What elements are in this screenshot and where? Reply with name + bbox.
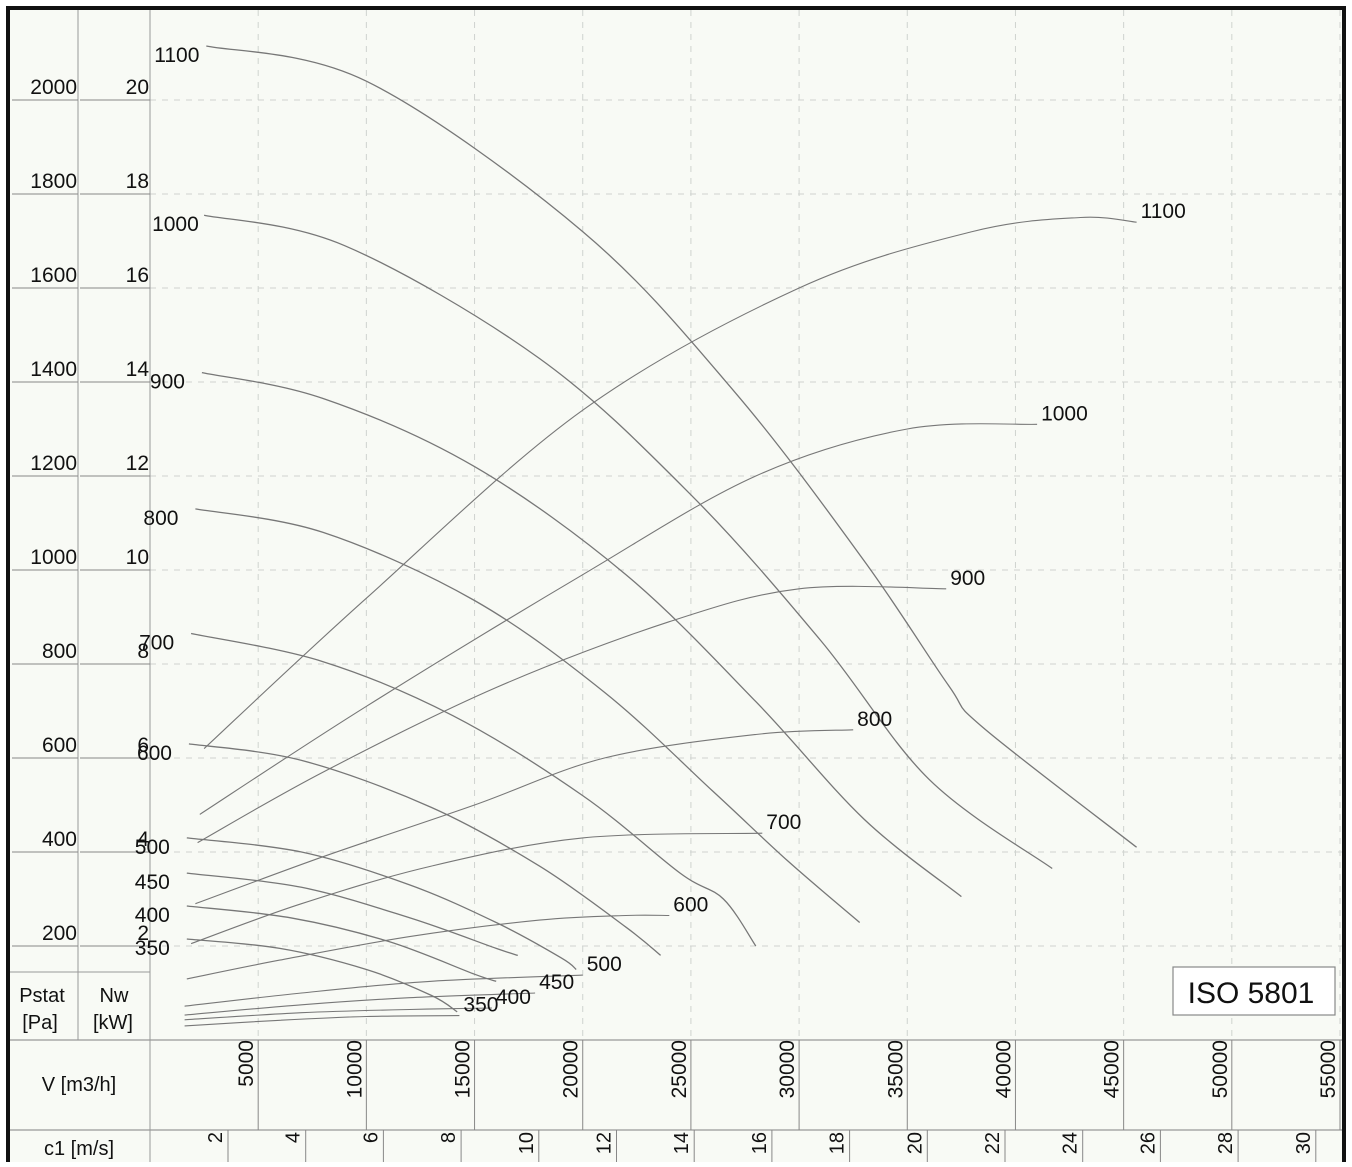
pressure-curve-label: 350	[135, 937, 170, 960]
pressure-tick-label: 1200	[30, 452, 77, 475]
velocity-tick-label: 8	[438, 1132, 460, 1143]
power-tick-label: 6	[137, 734, 149, 757]
power-curve-350	[184, 1015, 460, 1027]
power-curve-label: 400	[496, 986, 531, 1009]
pressure-tick-label: 400	[42, 828, 77, 851]
power-tick-label: 18	[126, 170, 149, 193]
power-curve-label: 1000	[1041, 402, 1088, 425]
pressure-tick-label: 1400	[30, 358, 77, 381]
pressure-curve-400	[186, 905, 497, 982]
pressure-curve-label: 500	[135, 836, 170, 859]
power-curve-label: 350	[463, 994, 498, 1017]
pressure-axis-label-line1: Pstat	[19, 985, 65, 1007]
velocity-tick-label: 6	[360, 1132, 382, 1143]
iso-badge: ISO 5801	[1188, 977, 1315, 1010]
flow-tick-label: 45000	[1101, 1040, 1124, 1098]
power-curve-500	[184, 974, 583, 1007]
pressure-curve-600	[188, 743, 662, 956]
pressure-curve-800	[195, 508, 861, 923]
power-curve-600	[186, 914, 670, 980]
power-curve-900	[197, 585, 947, 844]
pressure-curve-450	[186, 872, 519, 957]
pressure-tick-label: 600	[42, 734, 77, 757]
power-curve-label: 700	[766, 811, 801, 834]
power-tick-label: 4	[137, 828, 149, 851]
pressure-curve-1100	[206, 45, 1138, 848]
flow-tick-label: 55000	[1317, 1040, 1340, 1098]
velocity-axis-label: c1 [m/s]	[44, 1138, 114, 1160]
plot-panel	[8, 8, 1344, 1167]
velocity-tick-label: 14	[671, 1132, 693, 1154]
pressure-curve-label: 700	[139, 631, 174, 654]
pressure-curve-500	[186, 837, 577, 971]
flow-tick-label: 25000	[668, 1040, 691, 1098]
outer-frame	[6, 6, 1346, 1167]
power-curve-label: 500	[587, 953, 622, 976]
power-curve-700	[190, 832, 763, 945]
pressure-curve-label: 1100	[154, 44, 199, 67]
pressure-curve-1000	[203, 214, 1053, 870]
flow-tick-label: 20000	[560, 1040, 583, 1098]
velocity-tick-label: 24	[1060, 1132, 1082, 1154]
velocity-tick-label: 4	[283, 1132, 305, 1143]
power-curve-400	[184, 1007, 492, 1021]
power-curve-450	[184, 992, 536, 1016]
velocity-tick-label: 20	[904, 1132, 926, 1154]
pressure-curve-label: 400	[135, 904, 170, 927]
power-tick-label: 20	[126, 76, 149, 99]
flow-tick-label: 50000	[1209, 1040, 1232, 1098]
power-tick-label: 8	[137, 640, 149, 663]
pressure-curve-label: 900	[150, 371, 185, 394]
pressure-curve-700	[190, 632, 757, 947]
power-curve-label: 900	[950, 567, 985, 590]
velocity-tick-label: 22	[982, 1132, 1004, 1154]
velocity-tick-label: 16	[749, 1132, 771, 1154]
power-tick-label: 10	[126, 546, 149, 569]
power-curve-1000	[199, 423, 1038, 815]
power-curve-800	[195, 729, 854, 905]
flow-tick-label: 5000	[235, 1040, 258, 1087]
velocity-tick-label: 10	[516, 1132, 538, 1154]
power-tick-label: 12	[126, 452, 149, 475]
power-curve-1100	[203, 216, 1137, 750]
pressure-curve-label: 450	[135, 871, 170, 894]
velocity-tick-label: 28	[1215, 1132, 1237, 1154]
pressure-tick-label: 1600	[30, 264, 77, 287]
pressure-curve-900	[201, 371, 962, 898]
power-curve-label: 600	[673, 893, 708, 916]
pressure-curve-label: 1000	[152, 213, 199, 236]
flow-tick-label: 35000	[884, 1040, 907, 1098]
pressure-curve-label: 800	[143, 507, 178, 530]
pressure-curve-350	[186, 938, 458, 1013]
power-tick-label: 14	[126, 358, 150, 381]
power-axis-label-line1: Nw	[100, 985, 129, 1007]
pressure-tick-label: 1800	[30, 170, 77, 193]
iso-badge-box	[1172, 966, 1336, 1016]
flow-tick-label: 15000	[452, 1040, 475, 1098]
power-curve-label: 450	[539, 971, 574, 994]
pressure-axis-label-line2: [Pa]	[22, 1012, 58, 1034]
power-tick-label: 16	[126, 264, 149, 287]
pressure-tick-label: 2000	[30, 76, 77, 99]
power-curve-label: 800	[857, 708, 892, 731]
velocity-tick-label: 26	[1137, 1132, 1159, 1154]
power-tick-label: 2	[137, 922, 149, 945]
flow-tick-label: 10000	[343, 1040, 366, 1098]
flow-tick-label: 40000	[992, 1040, 1015, 1098]
velocity-tick-label: 30	[1293, 1132, 1315, 1154]
velocity-tick-label: 18	[827, 1132, 849, 1154]
power-curve-label: 1100	[1141, 200, 1186, 223]
pressure-tick-label: 800	[42, 640, 77, 663]
flow-axis-label: V [m3/h]	[42, 1074, 116, 1096]
flow-tick-label: 30000	[776, 1040, 799, 1098]
pressure-tick-label: 200	[42, 922, 77, 945]
velocity-tick-label: 12	[594, 1132, 616, 1154]
velocity-tick-label: 2	[205, 1132, 227, 1143]
pressure-curve-label: 600	[137, 742, 172, 765]
pressure-tick-label: 1000	[30, 546, 77, 569]
power-axis-label-line2: [kW]	[93, 1012, 133, 1034]
